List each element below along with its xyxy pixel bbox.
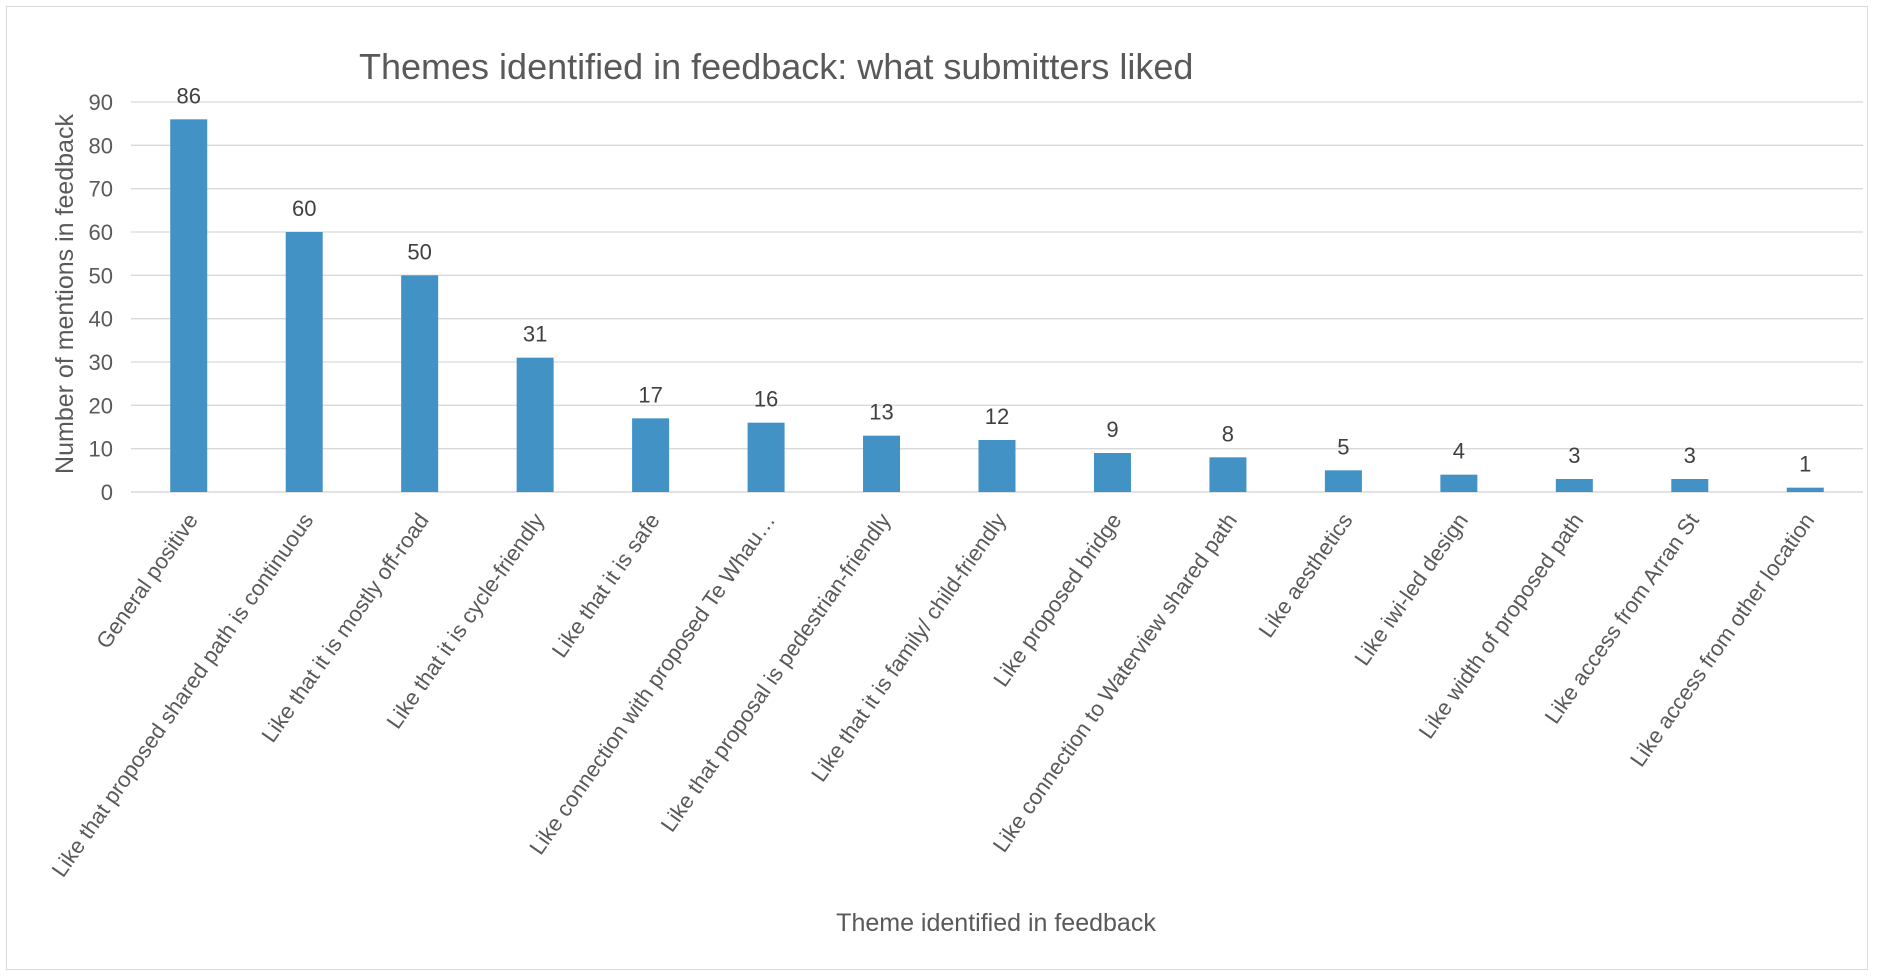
bar	[632, 418, 670, 492]
y-tick-label: 30	[89, 350, 113, 375]
data-label: 8	[1222, 421, 1234, 446]
bar	[1324, 470, 1362, 492]
bar	[1786, 487, 1824, 492]
bar	[516, 357, 554, 492]
bar-chart: Themes identified in feedback: what subm…	[47, 46, 1863, 937]
y-tick-label: 10	[89, 437, 113, 462]
data-label: 3	[1568, 443, 1580, 468]
bar	[1555, 479, 1593, 492]
chart-title: Themes identified in feedback: what subm…	[359, 46, 1193, 87]
category-label: Like connection to Waterview shared path	[988, 509, 1242, 857]
y-tick-label: 80	[89, 133, 113, 158]
data-label: 86	[176, 83, 200, 108]
data-label: 60	[292, 196, 316, 221]
category-label: Like connection with proposed Te Whau…	[524, 509, 780, 860]
y-axis-ticks: 0 10 20 30 40 50 60 70 80 90	[89, 90, 113, 505]
bars	[170, 119, 1824, 492]
chart-frame: Themes identified in feedback: what subm…	[6, 6, 1868, 970]
category-label: Like that it is family/ child-friendly	[806, 509, 1011, 787]
bar	[1671, 479, 1709, 492]
category-label: Like access from other location	[1625, 509, 1819, 772]
category-label: General positive	[91, 509, 203, 654]
bar	[285, 232, 323, 492]
data-label: 9	[1106, 417, 1118, 442]
data-label: 3	[1684, 443, 1696, 468]
category-label: Like that proposal is pedestrian-friendl…	[656, 509, 896, 837]
bar	[978, 440, 1016, 492]
bar	[170, 119, 208, 492]
y-tick-label: 0	[101, 480, 113, 505]
x-axis-title: Theme identified in feedback	[836, 909, 1156, 937]
category-label: Like iwi-led design	[1349, 509, 1473, 671]
bar	[1209, 457, 1247, 492]
data-label: 31	[523, 322, 547, 347]
y-tick-label: 70	[89, 177, 113, 202]
data-label: 12	[985, 404, 1009, 429]
y-axis-title: Number of mentions in feedback	[51, 114, 79, 474]
data-label: 5	[1337, 434, 1349, 459]
category-label: Like aesthetics	[1254, 509, 1358, 643]
data-label: 1	[1799, 452, 1811, 477]
y-tick-label: 20	[89, 393, 113, 418]
data-label: 4	[1453, 439, 1465, 464]
data-label: 16	[754, 387, 778, 412]
gridlines	[131, 101, 1863, 493]
bar	[401, 275, 439, 492]
data-label: 50	[407, 239, 431, 264]
y-tick-label: 90	[89, 90, 113, 115]
y-tick-label: 60	[89, 220, 113, 245]
category-label: Like that it is safe	[547, 509, 665, 663]
bar	[747, 422, 785, 492]
bar	[863, 435, 901, 492]
data-label: 13	[869, 400, 893, 425]
bar	[1093, 453, 1131, 492]
y-tick-label: 40	[89, 307, 113, 332]
bar	[1440, 474, 1478, 492]
category-label: Like that proposed shared path is contin…	[47, 509, 319, 882]
y-tick-label: 50	[89, 263, 113, 288]
data-label: 17	[638, 382, 662, 407]
category-label: Like proposed bridge	[988, 509, 1126, 692]
